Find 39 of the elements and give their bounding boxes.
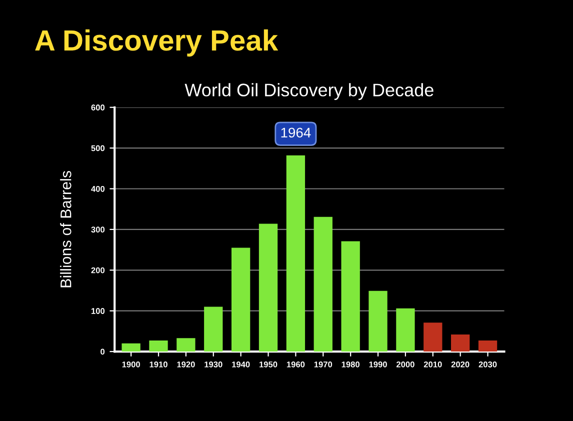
bar (231, 248, 250, 352)
x-tick-label: 1990 (369, 361, 387, 368)
y-tick-label: 0 (100, 348, 105, 355)
bar (396, 308, 415, 352)
bar (286, 155, 306, 352)
y-tick-label: 200 (91, 267, 105, 274)
x-tick-label: 1900 (122, 361, 140, 368)
y-tick-label: 500 (91, 145, 105, 152)
chart-subtitle: World Oil Discovery by Decade (184, 83, 434, 100)
bar (451, 334, 470, 352)
x-tick-label: 1970 (314, 361, 332, 368)
y-tick-label: 600 (91, 104, 105, 110)
x-tick-label: 1920 (177, 361, 195, 368)
bar (341, 241, 360, 352)
x-tick-label: 1910 (150, 361, 168, 368)
x-tick-label: 1950 (260, 361, 278, 368)
x-tick-label: 2030 (478, 361, 497, 368)
x-tick-label: 1960 (286, 361, 305, 368)
bar (149, 340, 168, 352)
x-tick-label: 1930 (204, 361, 222, 368)
bar (314, 216, 332, 352)
y-tick-label: 300 (91, 226, 105, 233)
x-tick-label: 2000 (396, 361, 414, 368)
bar (368, 290, 388, 352)
bar (478, 340, 498, 352)
bar (424, 322, 442, 352)
x-tick-label: 2010 (424, 361, 442, 368)
bar (204, 306, 223, 352)
y-tick-label: 400 (91, 186, 105, 192)
x-tick-label: 2020 (451, 361, 470, 368)
x-tick-label: 1940 (232, 361, 250, 368)
chart-title: A Discovery Peak (35, 29, 278, 57)
y-axis-title: Billions of Barrels (60, 170, 72, 288)
y-tick-label: 100 (92, 308, 105, 314)
bar (122, 343, 140, 352)
annotation: 1964 (281, 128, 311, 138)
x-tick-label: 1980 (342, 361, 360, 368)
bar (258, 224, 278, 352)
bar (176, 338, 196, 352)
